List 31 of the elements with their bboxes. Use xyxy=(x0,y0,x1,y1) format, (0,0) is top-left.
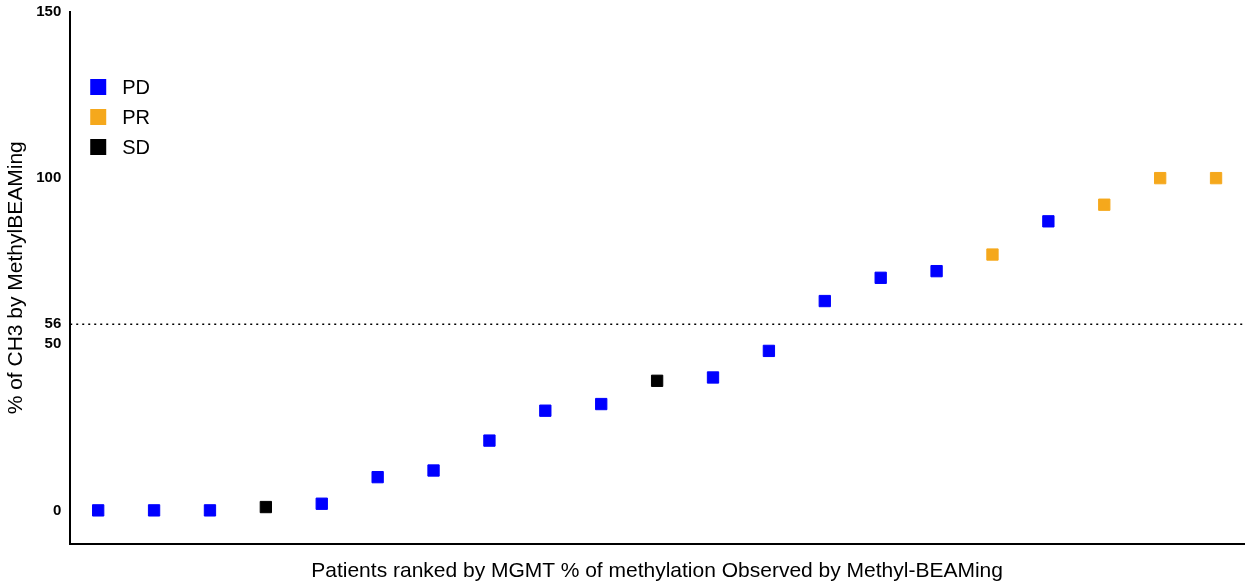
point xyxy=(1042,215,1055,228)
point xyxy=(259,500,273,514)
point xyxy=(1098,198,1111,211)
point xyxy=(92,504,105,517)
point xyxy=(706,371,720,384)
point xyxy=(203,504,217,517)
legend-label: SD xyxy=(122,135,151,158)
point xyxy=(595,397,608,411)
point xyxy=(371,470,384,484)
point xyxy=(315,497,328,510)
legend-label: PD xyxy=(122,75,151,98)
point xyxy=(986,248,999,261)
y-tick-label: 150 xyxy=(36,2,62,20)
point xyxy=(762,344,776,358)
y-tick-label: 100 xyxy=(36,168,62,186)
point xyxy=(1154,171,1167,185)
point xyxy=(539,404,552,417)
point xyxy=(483,434,496,447)
x-axis-title: Patients ranked by MGMT % of methylation Observed by Methyl-BEAMing xyxy=(311,558,1003,582)
point xyxy=(930,265,943,278)
y-tick-label: 56 xyxy=(44,314,62,332)
legend-label: PR xyxy=(122,105,151,128)
y-axis-title: % of CH3 by MethylBEAMing xyxy=(3,141,27,415)
y-tick-label: 0 xyxy=(52,500,62,518)
point xyxy=(147,504,161,517)
point xyxy=(650,374,664,387)
point xyxy=(818,294,831,308)
point xyxy=(427,464,440,477)
point xyxy=(874,271,887,284)
point xyxy=(1209,171,1223,185)
y-tick-label: 50 xyxy=(44,334,62,352)
